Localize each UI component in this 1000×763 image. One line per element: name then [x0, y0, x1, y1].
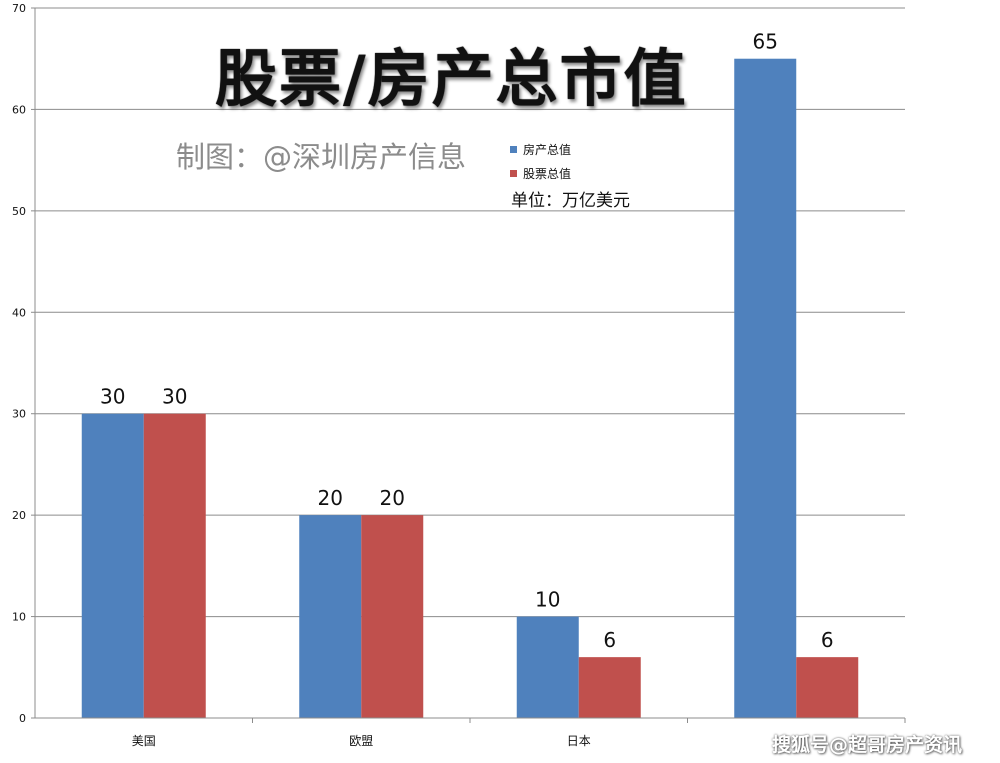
- y-tick-label: 60: [12, 103, 26, 116]
- x-category-label: 美国: [132, 734, 156, 748]
- legend-swatch-housing: [510, 145, 517, 153]
- data-label: 20: [380, 486, 405, 510]
- legend: 房产总值 股票总值: [510, 137, 571, 185]
- bar-stock: [361, 515, 424, 718]
- legend-item-stock: 股票总值: [510, 161, 571, 185]
- data-label: 10: [535, 588, 560, 612]
- data-label: 6: [603, 628, 616, 652]
- chart-title: 股票/房产总市值: [215, 42, 688, 115]
- chart-subtitle: 制图：@深圳房产信息: [176, 140, 467, 174]
- x-axis: 美国 欧盟 日本: [35, 717, 906, 748]
- bar-housing: [516, 616, 579, 718]
- y-axis: 0 10 20 30 40 50 60 70: [12, 2, 36, 725]
- y-tick-label: 30: [12, 408, 26, 421]
- data-label: 20: [318, 486, 343, 510]
- bar-stock: [578, 657, 641, 718]
- bar-stock: [796, 657, 859, 718]
- x-category-label: 日本: [567, 734, 591, 748]
- x-category-label: 欧盟: [349, 734, 373, 748]
- data-label: 65: [753, 30, 778, 54]
- bar-housing: [81, 413, 144, 718]
- bar-housing: [299, 515, 362, 718]
- bars: [81, 58, 859, 718]
- y-tick-label: 0: [19, 712, 26, 725]
- legend-label-housing: 房产总值: [523, 142, 572, 157]
- bar-housing: [734, 58, 797, 718]
- data-labels: 30 30 20 20 10 6 65 6: [100, 30, 834, 652]
- legend-item-housing: 房产总值: [510, 137, 571, 161]
- data-label: 30: [100, 385, 125, 409]
- y-tick-label: 10: [12, 611, 26, 624]
- watermark: 搜狐号@超哥房产资讯: [772, 734, 963, 756]
- legend-swatch-stock: [510, 169, 517, 177]
- unit-note: 单位：万亿美元: [511, 191, 630, 211]
- bar-stock: [143, 413, 206, 718]
- data-label: 30: [162, 385, 187, 409]
- y-tick-label: 50: [12, 205, 26, 218]
- y-tick-label: 40: [12, 306, 26, 319]
- legend-label-stock: 股票总值: [523, 166, 572, 181]
- y-tick-label: 70: [12, 2, 26, 15]
- y-tick-label: 20: [12, 509, 26, 522]
- data-label: 6: [821, 628, 834, 652]
